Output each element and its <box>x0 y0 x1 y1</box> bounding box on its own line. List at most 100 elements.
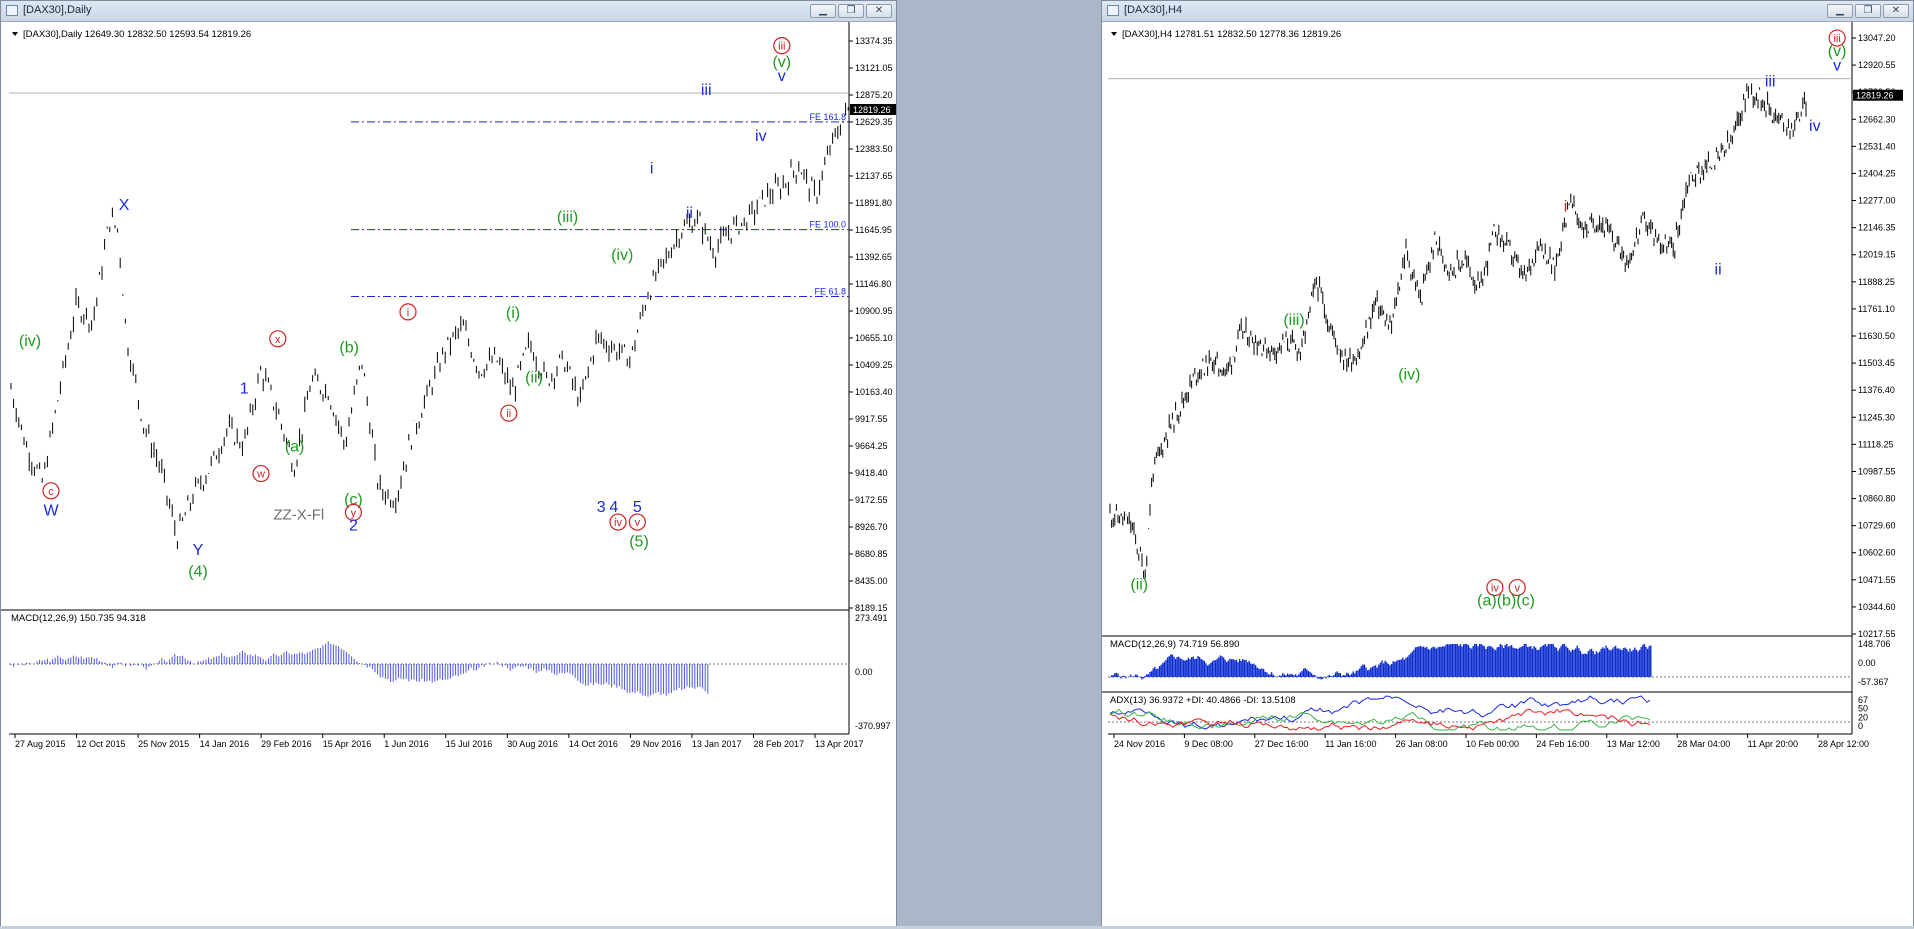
price-axis-label: 13374.35 <box>855 36 893 46</box>
indicator-label: MACD(12,26,9) 150.735 94.318 <box>11 613 146 624</box>
wave-label: iv <box>755 128 767 145</box>
current-price-label: 12819.26 <box>853 105 891 115</box>
close-button[interactable]: ✕ <box>1883 4 1909 18</box>
wave-label: (ii) <box>525 370 543 387</box>
wave-label-circle <box>628 513 646 531</box>
indicator-axis-label: 148.706 <box>1858 639 1891 649</box>
time-axis-label: 12 Oct 2015 <box>77 739 126 749</box>
price-axis-label: 10163.40 <box>855 387 893 397</box>
price-axis-label: 8680.85 <box>855 549 888 559</box>
symbol-header: [DAX30],Daily 12649.30 12832.50 12593.54… <box>23 29 251 40</box>
wave-label-circle <box>609 513 627 531</box>
price-axis-label: 11118.25 <box>1858 439 1894 449</box>
restore-button[interactable]: ❐ <box>1855 4 1881 18</box>
time-axis-label: 24 Nov 2016 <box>1114 739 1165 749</box>
price-axis-label: 10602.60 <box>1858 548 1896 558</box>
wave-label: (iii) <box>557 209 578 226</box>
current-price-tag <box>1853 89 1903 101</box>
price-axis-label: 10987.55 <box>1858 466 1896 476</box>
wave-label: w <box>256 469 265 481</box>
wave-label-circle <box>269 330 287 348</box>
price-axis-label: 12920.55 <box>1858 60 1896 70</box>
window-title: [DAX30],Daily <box>23 4 92 16</box>
time-axis-label: 28 Apr 12:00 <box>1818 739 1869 749</box>
time-axis-label: 10 Feb 00:00 <box>1466 739 1519 749</box>
wave-label: iv <box>614 517 622 529</box>
price-axis-label: 12875.20 <box>855 90 893 100</box>
price-axis-label: 8926.70 <box>855 522 888 532</box>
indicator-axis-label: -370.997 <box>855 721 891 731</box>
wave-label-circle <box>500 404 518 422</box>
price-axis-label: 11503.45 <box>1858 358 1895 368</box>
price-axis-label: 9917.55 <box>855 414 888 424</box>
price-axis-label: 10729.60 <box>1858 521 1896 531</box>
wave-label: x <box>275 334 281 346</box>
wave-label-circle <box>1486 578 1504 597</box>
wave-label: ii <box>1715 261 1722 278</box>
adx-line <box>1109 708 1651 731</box>
price-axis-label: 10409.25 <box>855 360 893 370</box>
indicator-label: ADX(13) 36.9372 +DI: 40.4866 -DI: 13.510… <box>1110 695 1296 706</box>
time-axis-label: 27 Dec 16:00 <box>1255 739 1309 749</box>
price-axis-label: 12019.15 <box>1858 250 1896 260</box>
wave-label: 3 <box>597 499 606 516</box>
wave-label: (c) <box>344 492 363 509</box>
price-axis-label: 9172.55 <box>855 495 888 505</box>
time-axis-label: 30 Aug 2016 <box>507 739 558 749</box>
chart-window-icon <box>6 5 18 16</box>
price-axis-label: 11146.80 <box>855 279 891 289</box>
window-titlebar[interactable]: [DAX30],Daily ▁ ❐ ✕ <box>1 1 896 22</box>
price-axis-label: 12629.35 <box>855 117 893 127</box>
wave-label: i <box>650 161 654 178</box>
indicator-axis-label: 0.00 <box>855 667 873 677</box>
price-axis-label: 10344.60 <box>1858 602 1896 612</box>
wave-label-circle <box>344 503 362 521</box>
h4-price-chart[interactable]: [DAX30],H4 12781.51 12832.50 12778.36 12… <box>1102 22 1913 927</box>
daily-chart-window[interactable]: [DAX30],Daily ▁ ❐ ✕ [DAX30],Daily 12649.… <box>0 0 897 927</box>
time-axis-label: 15 Jul 2016 <box>446 739 493 749</box>
window-titlebar[interactable]: [DAX30],H4 ▁ ❐ ✕ <box>1102 1 1913 22</box>
price-axis-label: 12404.25 <box>1858 168 1896 178</box>
wave-label-circle <box>252 464 270 483</box>
wave-label: (iv) <box>1398 366 1420 383</box>
chart-background <box>1102 22 1913 926</box>
adx-line <box>1109 708 1651 731</box>
price-axis-label: 11392.65 <box>855 252 892 262</box>
wave-label: iii <box>1833 33 1840 45</box>
wave-label: i <box>1564 199 1568 216</box>
wave-label: iii <box>778 41 785 53</box>
price-axis-label: 12146.35 <box>1858 223 1896 233</box>
fibonacci-level-label: FE 100.0 <box>809 220 846 230</box>
wave-label: ii <box>686 205 693 222</box>
wave-label: v <box>778 68 786 85</box>
chart-background <box>1 22 896 926</box>
wave-label: (a)(b)(c) <box>1477 593 1535 610</box>
close-button[interactable]: ✕ <box>866 4 892 18</box>
wave-label: v <box>1514 583 1520 595</box>
wave-label-circle <box>1508 578 1526 597</box>
h4-chart-window[interactable]: [DAX30],H4 ▁ ❐ ✕ [DAX30],H4 12781.51 128… <box>1101 0 1914 927</box>
indicator-axis-label: 50 <box>1858 704 1868 714</box>
minimize-button[interactable]: ▁ <box>1827 4 1853 18</box>
current-price-tag <box>850 103 896 115</box>
wave-label-circle <box>399 303 417 321</box>
restore-button[interactable]: ❐ <box>838 4 864 18</box>
minimize-button[interactable]: ▁ <box>810 4 836 18</box>
wave-label: (v) <box>772 54 791 71</box>
fibonacci-level-label: FE 61.8 <box>814 286 846 296</box>
wave-label: Y <box>193 542 204 559</box>
indicator-axis-label: -57.367 <box>1858 677 1889 687</box>
time-axis-label: 11 Jan 16:00 <box>1325 739 1376 749</box>
wave-label: (iv) <box>611 247 633 264</box>
price-axis-label: 11761.10 <box>1858 304 1895 314</box>
time-axis-label: 13 Mar 12:00 <box>1607 739 1660 749</box>
time-axis-label: 24 Feb 16:00 <box>1536 739 1589 749</box>
time-axis-label: 27 Aug 2015 <box>15 739 66 749</box>
daily-price-chart[interactable]: [DAX30],Daily 12649.30 12832.50 12593.54… <box>1 22 896 927</box>
chart-window-icon <box>1107 5 1119 16</box>
header-dropdown-icon <box>12 32 18 36</box>
wave-label: 4 <box>609 499 618 516</box>
wave-label: 5 <box>633 499 642 516</box>
wave-label: 1 <box>240 380 249 397</box>
wave-label-circle <box>42 482 60 500</box>
